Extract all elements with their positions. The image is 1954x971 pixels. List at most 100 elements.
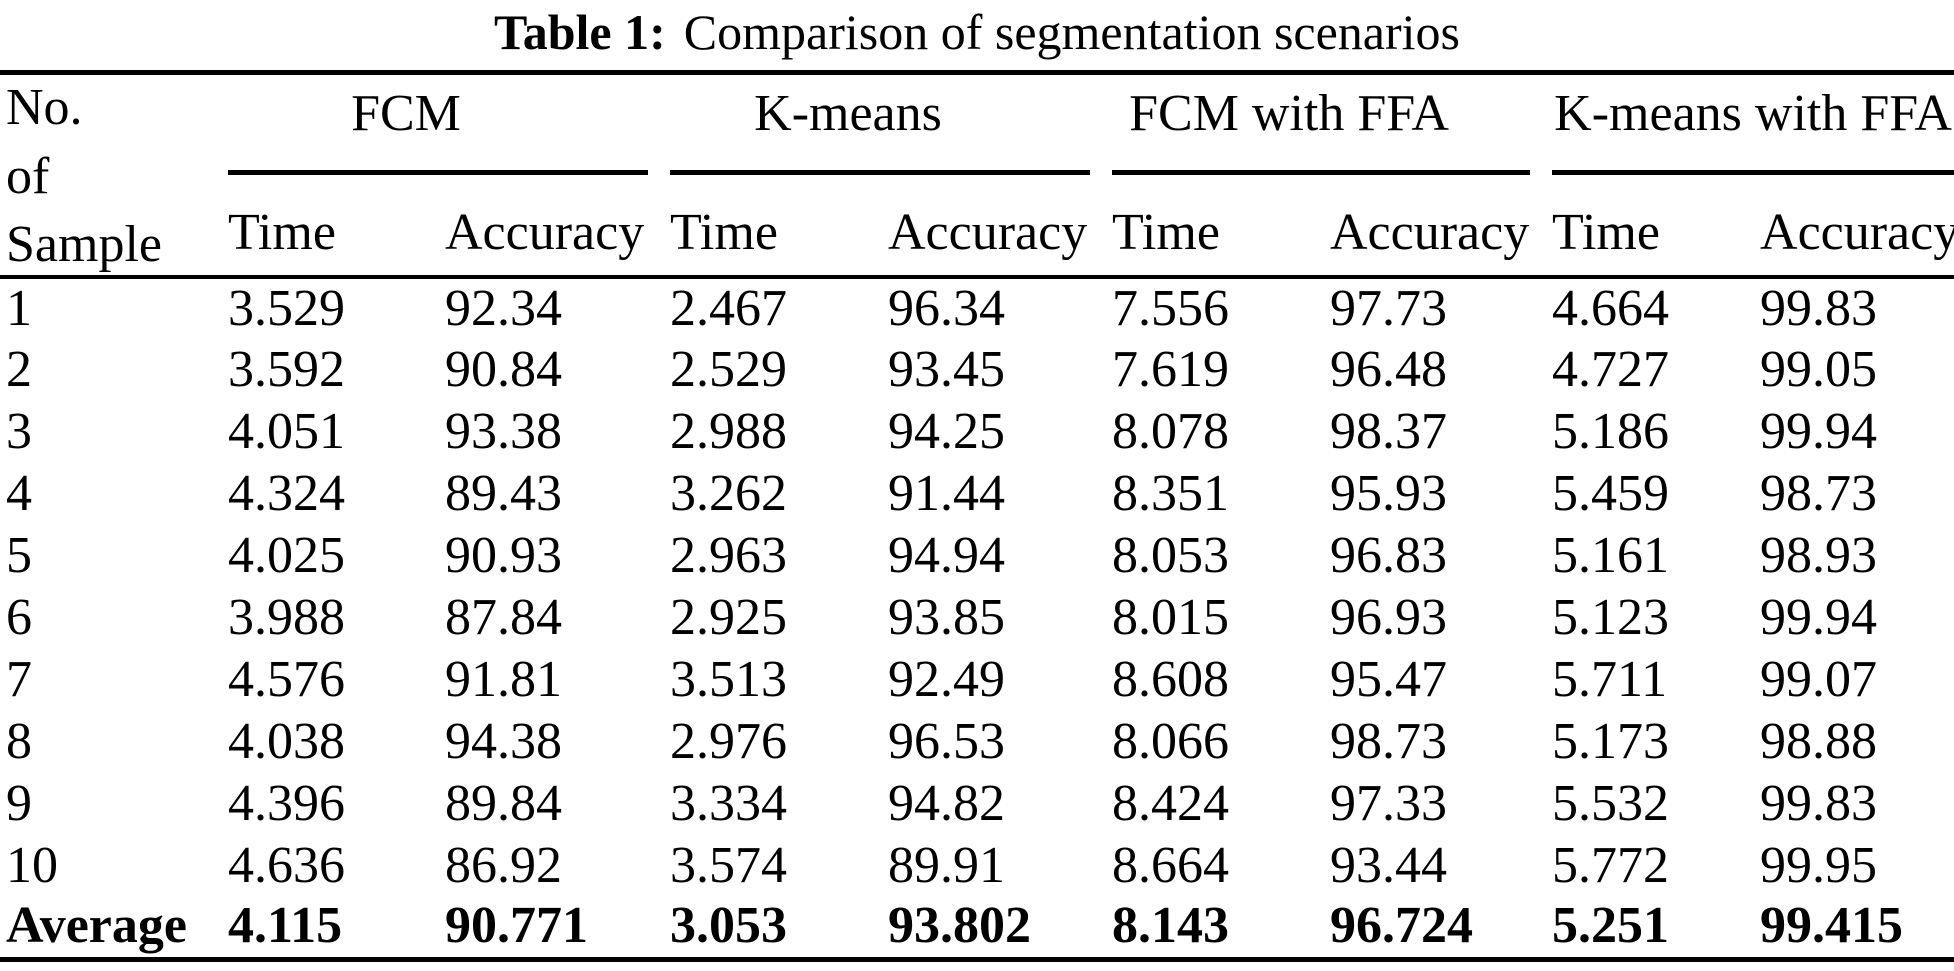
- table-row: 1 3.529 92.34 2.467 96.34 7.556 97.73 4.664 99.8…: [0, 277, 1954, 339]
- value-cell: 94.82: [888, 774, 1005, 832]
- sample-cell: 7: [6, 650, 32, 708]
- group-label-fcm: FCM: [351, 85, 461, 142]
- value-cell: 97.33: [1330, 774, 1447, 832]
- value-cell: 7.619: [1112, 340, 1229, 398]
- col-header-accuracy: Accuracy: [1330, 175, 1553, 279]
- value-cell: 87.84: [445, 588, 562, 646]
- value-cell: 98.88: [1760, 712, 1878, 770]
- table-row: 5 4.025 90.93 2.963 94.94 8.053 96.83 5.161 98.9…: [0, 525, 1954, 587]
- table-row: 9 4.396 89.84 3.334 94.82 8.424 97.33 5.532 99.8…: [0, 773, 1954, 835]
- value-cell: 3.988: [228, 588, 345, 646]
- value-cell: 4.727: [1552, 340, 1670, 398]
- value-cell: 4.051: [228, 402, 345, 460]
- value-cell: 93.45: [888, 340, 1005, 398]
- value-cell: 5.186: [1552, 402, 1670, 460]
- value-cell: 2.963: [670, 526, 787, 584]
- table-row: 7 4.576 91.81 3.513 92.49 8.608 95.47 5.711 99.0…: [0, 649, 1954, 711]
- value-cell: 8.053: [1112, 526, 1229, 584]
- value-cell: 3.574: [670, 836, 787, 894]
- value-cell: 90.93: [445, 526, 562, 584]
- group-underline-kmeans-ffa: [1552, 170, 1954, 175]
- group-header-fcm: FCM: [228, 73, 670, 175]
- col-header-time: Time: [228, 175, 445, 279]
- table-caption: Table 1: Comparison of segmentation scena…: [0, 0, 1954, 70]
- group-underline-fcm-ffa: [1112, 170, 1531, 175]
- sample-cell: 4: [6, 464, 32, 522]
- value-cell: 93.44: [1330, 836, 1447, 894]
- value-cell: 93.85: [888, 588, 1005, 646]
- value-cell: 95.93: [1330, 464, 1447, 522]
- sample-cell: 3: [6, 402, 32, 460]
- table-row: 4 4.324 89.43 3.262 91.44 8.351 95.93 5.459 98.7…: [0, 463, 1954, 525]
- value-cell: 96.93: [1330, 588, 1447, 646]
- value-cell: 93.802: [888, 897, 1031, 955]
- value-cell: 91.44: [888, 464, 1005, 522]
- value-cell: 94.94: [888, 526, 1005, 584]
- value-cell: 5.772: [1552, 836, 1670, 894]
- value-cell: 2.529: [670, 340, 787, 398]
- value-cell: 5.711: [1552, 650, 1668, 708]
- value-cell: 90.771: [445, 897, 588, 955]
- value-cell: 3.262: [670, 464, 787, 522]
- value-cell: 8.078: [1112, 402, 1229, 460]
- value-cell: 8.608: [1112, 650, 1229, 708]
- table-row: 3 4.051 93.38 2.988 94.25 8.078 98.37 5.186 99.9…: [0, 401, 1954, 463]
- col-header-time: Time: [1552, 175, 1761, 279]
- value-cell: 2.925: [670, 588, 787, 646]
- value-cell: 2.976: [670, 712, 787, 770]
- value-cell: 5.123: [1552, 588, 1670, 646]
- value-cell: 3.053: [670, 897, 787, 955]
- value-cell: 4.396: [228, 774, 345, 832]
- value-cell: 4.636: [228, 836, 345, 894]
- value-cell: 99.83: [1760, 279, 1878, 337]
- table-row: 6 3.988 87.84 2.925 93.85 8.015 96.93 5.123 99.9…: [0, 587, 1954, 649]
- value-cell: 98.73: [1760, 464, 1878, 522]
- value-cell: 5.161: [1552, 526, 1670, 584]
- value-cell: 5.173: [1552, 712, 1670, 770]
- sub-header-row: Time Accuracy Time Accuracy Time Accurac…: [0, 175, 1954, 279]
- value-cell: 3.513: [670, 650, 787, 708]
- value-cell: 3.529: [228, 279, 345, 337]
- group-header-fcm-wrap: FCM: [228, 75, 670, 175]
- value-cell: 95.47: [1330, 650, 1447, 708]
- value-cell: 93.38: [445, 402, 562, 460]
- value-cell: 94.25: [888, 402, 1005, 460]
- value-cell: 8.015: [1112, 588, 1229, 646]
- group-header-fcm-ffa-wrap: FCM with FFA: [1112, 75, 1552, 175]
- sample-cell: 6: [6, 588, 32, 646]
- value-cell: 98.73: [1330, 712, 1447, 770]
- col-header-accuracy: Accuracy: [888, 175, 1112, 279]
- value-cell: 8.351: [1112, 464, 1229, 522]
- value-cell: 4.115: [228, 897, 343, 955]
- value-cell: 8.664: [1112, 836, 1229, 894]
- value-cell: 96.724: [1330, 897, 1473, 955]
- value-cell: 96.83: [1330, 526, 1447, 584]
- value-cell: 99.07: [1760, 650, 1878, 708]
- row-header-line-2: of: [6, 147, 50, 205]
- value-cell: 96.48: [1330, 340, 1447, 398]
- table-number-label: Table 1:: [493, 4, 666, 60]
- group-header-fcm-ffa: FCM with FFA: [1112, 73, 1552, 175]
- value-cell: 90.84: [445, 340, 562, 398]
- col-header-time: Time: [1112, 175, 1330, 279]
- value-cell: 92.49: [888, 650, 1005, 708]
- group-underline-fcm: [228, 170, 648, 175]
- group-header-kmeans: K-means: [670, 73, 1112, 175]
- value-cell: 4.324: [228, 464, 345, 522]
- value-cell: 98.37: [1330, 402, 1447, 460]
- value-cell: 8.066: [1112, 712, 1229, 770]
- value-cell: 99.05: [1760, 340, 1878, 398]
- row-header-sample: No. of Sample: [0, 72, 228, 279]
- value-cell: 2.467: [670, 279, 787, 337]
- value-cell: 89.84: [445, 774, 562, 832]
- row-header-line-3: Sample: [6, 216, 162, 274]
- row-header-line-1: No.: [6, 79, 83, 136]
- value-cell: 99.94: [1760, 588, 1878, 646]
- value-cell: 3.334: [670, 774, 787, 832]
- value-cell: 4.576: [228, 650, 345, 708]
- table-row: Average 4.115 90.771 3.053 93.802 8.143 96.724…: [0, 897, 1954, 959]
- value-cell: 99.95: [1760, 836, 1878, 894]
- col-header-accuracy: Accuracy: [1760, 175, 1954, 279]
- group-label-kmeans: K-means: [754, 85, 942, 142]
